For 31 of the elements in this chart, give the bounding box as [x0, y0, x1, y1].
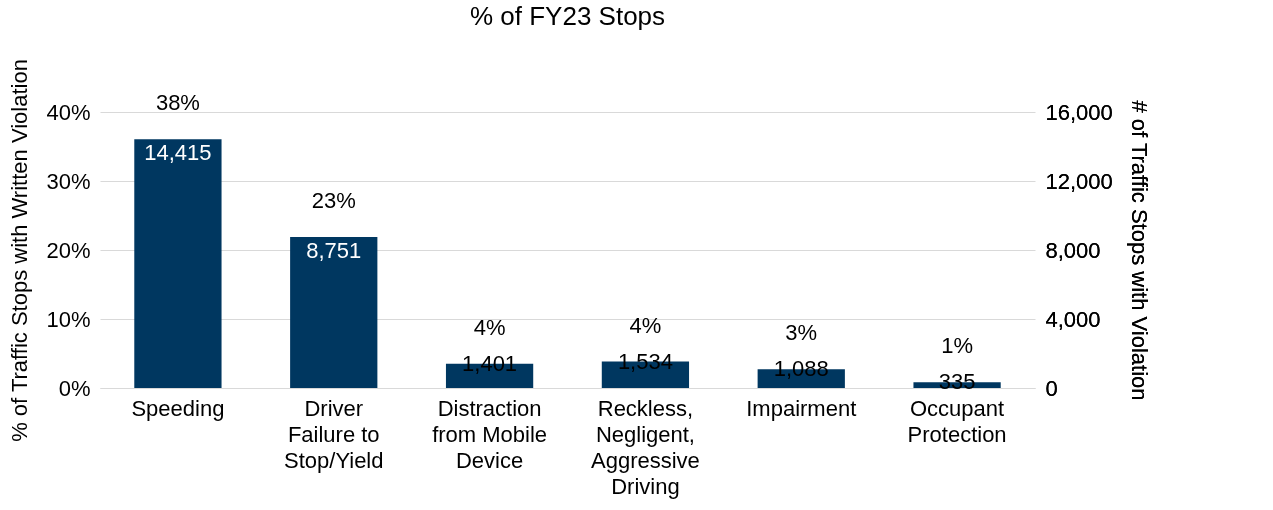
y2-tick-label: 4,000: [1045, 306, 1101, 332]
annotation: 23%: [311, 188, 356, 214]
bar: [134, 139, 222, 388]
x-tick-label: Driver Failure to Stop/Yield: [284, 395, 384, 473]
y-tick-label: 40%: [46, 99, 91, 125]
annotation: 38%: [155, 90, 200, 116]
data-label: 1,534: [617, 348, 673, 374]
x-tick-label: Distraction from Mobile Device: [432, 395, 548, 473]
y-tick-label: 30%: [46, 168, 91, 194]
x-tick-label: Speeding: [131, 395, 225, 421]
data-label: 1,401: [462, 350, 518, 376]
annotation: 4%: [629, 312, 662, 338]
y-axis-title: % of Traffic Stops with Written Violation: [7, 59, 33, 442]
chart-title: % of FY23 Stops: [469, 1, 666, 32]
annotation: 3%: [785, 320, 818, 346]
x-tick-label: Reckless, Negligent, Aggressive Driving: [590, 395, 700, 499]
y2-tick-label: 0: [1045, 375, 1058, 401]
bar: [290, 237, 378, 388]
y-tick-label: 20%: [46, 237, 91, 263]
annotation: 4%: [473, 314, 506, 340]
y-tick-label: 10%: [46, 306, 91, 332]
y2-tick-label: 12,000: [1045, 168, 1113, 194]
y2-axis-title: # of Traffic Stops with Violation: [1126, 100, 1152, 401]
annotation: 1%: [941, 333, 973, 359]
y2-tick-label: 8,000: [1045, 237, 1101, 263]
x-tick-label: Occupant Protection: [907, 395, 1007, 447]
data-label: 14,415: [144, 140, 212, 166]
data-label: 8,751: [306, 238, 362, 264]
y-tick-label: 0%: [58, 375, 91, 401]
x-tick-label: Impairment: [746, 395, 857, 421]
y2-tick-label: 16,000: [1045, 99, 1113, 125]
